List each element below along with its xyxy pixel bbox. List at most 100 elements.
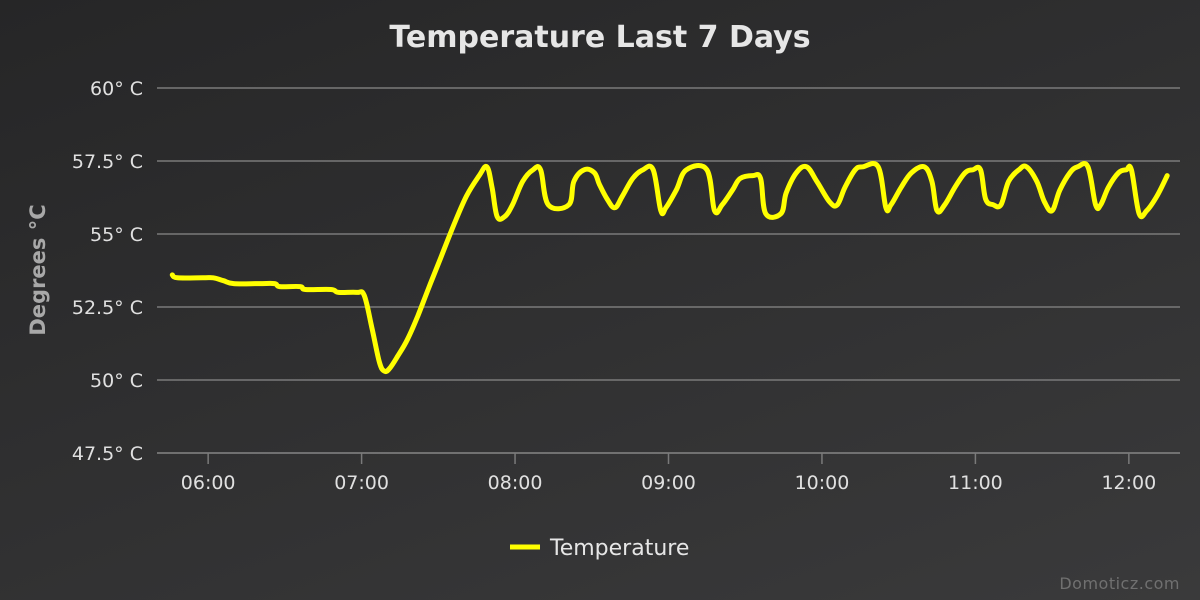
- data-point[interactable]: [813, 177, 821, 185]
- data-point[interactable]: [920, 163, 928, 171]
- data-point[interactable]: [301, 286, 309, 294]
- data-point[interactable]: [728, 186, 736, 194]
- data-point[interactable]: [199, 274, 207, 282]
- data-point[interactable]: [1163, 172, 1171, 180]
- data-point[interactable]: [711, 207, 719, 215]
- data-point[interactable]: [424, 286, 432, 294]
- data-point[interactable]: [951, 183, 959, 191]
- data-point[interactable]: [897, 183, 905, 191]
- data-point[interactable]: [529, 166, 537, 174]
- data-point[interactable]: [509, 201, 517, 209]
- data-point[interactable]: [1104, 183, 1112, 191]
- data-point[interactable]: [537, 166, 545, 174]
- data-point[interactable]: [718, 201, 726, 209]
- data-point[interactable]: [989, 201, 997, 209]
- data-point[interactable]: [762, 210, 770, 218]
- legend-label-temperature[interactable]: Temperature: [549, 536, 689, 561]
- data-point[interactable]: [841, 183, 849, 191]
- data-point[interactable]: [437, 253, 445, 261]
- data-point[interactable]: [749, 172, 757, 180]
- data-point[interactable]: [501, 213, 509, 221]
- data-point[interactable]: [1115, 169, 1123, 177]
- data-point[interactable]: [1041, 198, 1049, 206]
- data-point[interactable]: [933, 207, 941, 215]
- data-point[interactable]: [757, 175, 765, 183]
- data-point[interactable]: [736, 175, 744, 183]
- data-point[interactable]: [969, 166, 977, 174]
- data-point[interactable]: [997, 201, 1005, 209]
- data-point[interactable]: [782, 189, 790, 197]
- data-point[interactable]: [488, 183, 496, 191]
- data-point[interactable]: [483, 163, 491, 171]
- data-point[interactable]: [1135, 210, 1143, 218]
- data-point[interactable]: [519, 177, 527, 185]
- data-point[interactable]: [703, 166, 711, 174]
- data-point[interactable]: [859, 163, 867, 171]
- data-point[interactable]: [1074, 163, 1082, 171]
- data-point[interactable]: [174, 274, 182, 282]
- data-point[interactable]: [672, 186, 680, 194]
- data-point[interactable]: [1066, 169, 1074, 177]
- data-point[interactable]: [1005, 177, 1013, 185]
- data-point[interactable]: [404, 335, 412, 343]
- data-point[interactable]: [595, 180, 603, 188]
- data-point[interactable]: [327, 286, 335, 294]
- data-point[interactable]: [961, 169, 969, 177]
- data-point[interactable]: [386, 364, 394, 372]
- data-point[interactable]: [977, 166, 985, 174]
- data-point[interactable]: [1056, 186, 1064, 194]
- data-point[interactable]: [360, 291, 368, 299]
- data-point[interactable]: [230, 280, 238, 288]
- data-point[interactable]: [209, 274, 217, 282]
- data-point[interactable]: [255, 280, 263, 288]
- data-point[interactable]: [590, 169, 598, 177]
- data-point[interactable]: [874, 163, 882, 171]
- data-point[interactable]: [629, 175, 637, 183]
- data-point[interactable]: [475, 172, 483, 180]
- data-point[interactable]: [376, 359, 384, 367]
- data-point[interactable]: [851, 166, 859, 174]
- credit-link[interactable]: Domoticz.com: [1059, 574, 1180, 593]
- data-point[interactable]: [908, 169, 916, 177]
- data-point[interactable]: [544, 201, 552, 209]
- data-point[interactable]: [928, 177, 936, 185]
- data-point[interactable]: [414, 312, 422, 320]
- data-point[interactable]: [1023, 163, 1031, 171]
- data-point[interactable]: [826, 198, 834, 206]
- data-point[interactable]: [463, 192, 471, 200]
- data-point[interactable]: [887, 201, 895, 209]
- data-point[interactable]: [580, 166, 588, 174]
- data-point[interactable]: [682, 166, 690, 174]
- data-point[interactable]: [649, 166, 657, 174]
- data-point[interactable]: [803, 163, 811, 171]
- data-point[interactable]: [450, 221, 458, 229]
- data-point[interactable]: [982, 195, 990, 203]
- data-point[interactable]: [565, 201, 573, 209]
- data-point[interactable]: [833, 201, 841, 209]
- data-point[interactable]: [941, 201, 949, 209]
- data-point[interactable]: [335, 288, 343, 296]
- data-point[interactable]: [777, 210, 785, 218]
- data-point[interactable]: [1153, 192, 1161, 200]
- data-point[interactable]: [639, 166, 647, 174]
- data-point[interactable]: [1084, 163, 1092, 171]
- data-point[interactable]: [1097, 201, 1105, 209]
- data-point[interactable]: [1033, 177, 1041, 185]
- data-point[interactable]: [220, 277, 228, 285]
- data-point[interactable]: [1048, 207, 1056, 215]
- data-point[interactable]: [603, 195, 611, 203]
- data-point[interactable]: [619, 192, 627, 200]
- data-point[interactable]: [1143, 207, 1151, 215]
- data-point[interactable]: [570, 177, 578, 185]
- data-point[interactable]: [393, 353, 401, 361]
- data-point[interactable]: [368, 323, 376, 331]
- data-point[interactable]: [276, 283, 284, 291]
- data-point[interactable]: [1015, 166, 1023, 174]
- data-point[interactable]: [493, 213, 501, 221]
- data-point[interactable]: [353, 288, 361, 296]
- data-point[interactable]: [611, 204, 619, 212]
- legend[interactable]: Temperature: [510, 536, 689, 561]
- data-point[interactable]: [662, 204, 670, 212]
- data-point[interactable]: [1127, 166, 1135, 174]
- series-line-temperature[interactable]: [169, 160, 1170, 375]
